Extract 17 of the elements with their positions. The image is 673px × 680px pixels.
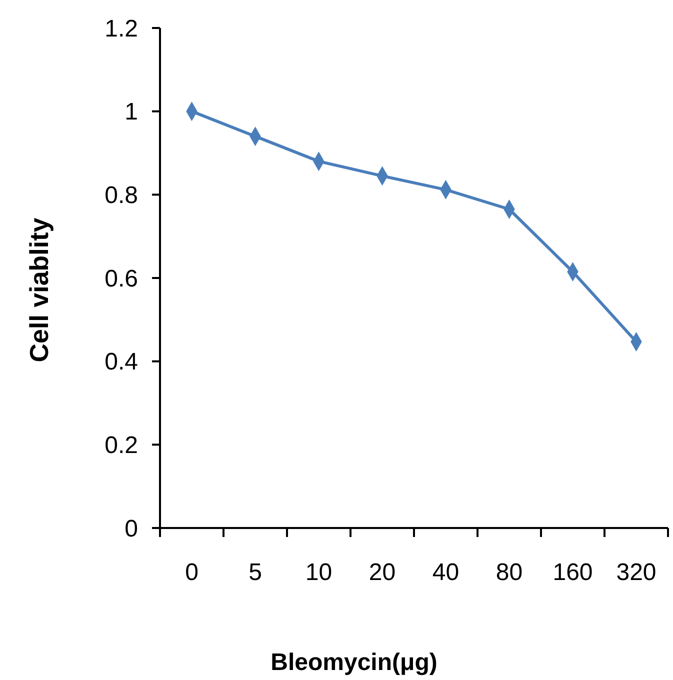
x-tick-label: 0 xyxy=(185,559,198,586)
x-tick-label: 320 xyxy=(616,559,656,586)
y-tick-label: 0.4 xyxy=(104,348,138,376)
x-tick-label: 160 xyxy=(552,559,593,586)
x-tick-label: 10 xyxy=(305,559,332,586)
y-tick-label: 0 xyxy=(124,515,138,542)
x-tick-label: 40 xyxy=(432,559,460,586)
y-tick-label: 0.2 xyxy=(104,432,138,460)
y-tick-label: 0.6 xyxy=(104,265,138,292)
y-tick-label: 1.2 xyxy=(104,15,138,42)
x-tick-label: 5 xyxy=(248,559,262,586)
x-axis-title: Bleomycin(μg) xyxy=(270,649,438,676)
x-tick-label: 20 xyxy=(368,559,396,586)
x-tick-label: 80 xyxy=(496,559,523,586)
y-tick-label: 1 xyxy=(124,98,138,126)
y-tick-label: 0.8 xyxy=(104,182,138,210)
y-axis-title: Cell viablity xyxy=(24,217,54,362)
